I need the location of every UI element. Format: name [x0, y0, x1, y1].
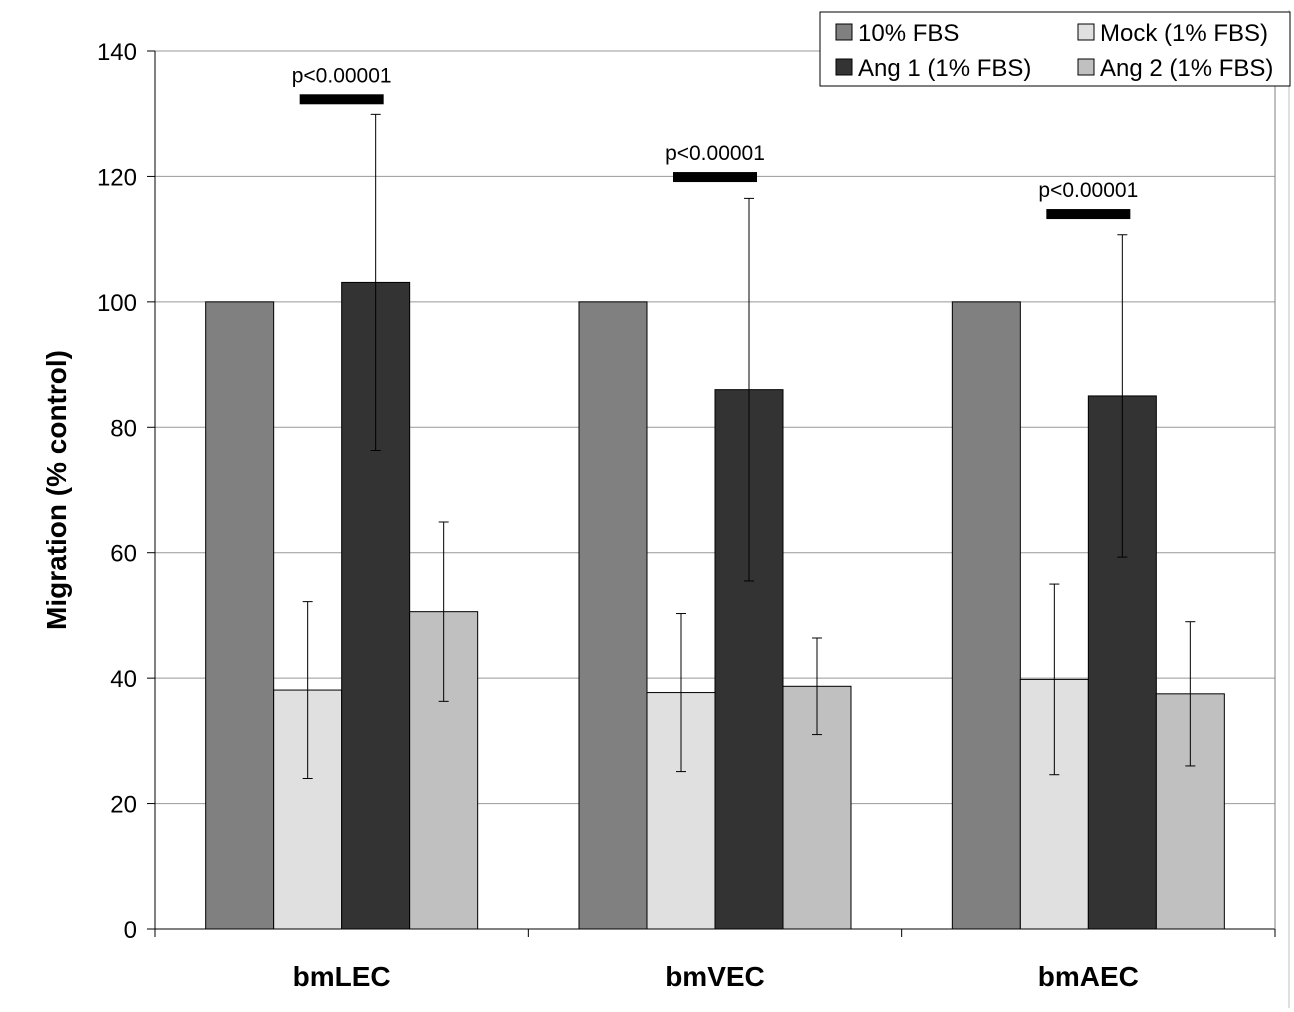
legend-label: Mock (1% FBS)	[1100, 20, 1268, 47]
significance-label: p<0.00001	[665, 142, 765, 165]
bar	[951, 301, 1021, 930]
error-bars	[302, 113, 1196, 779]
y-tick-label: 60	[110, 541, 137, 568]
legend-swatch	[835, 58, 853, 76]
legend-label: 10% FBS	[858, 20, 959, 47]
significance-annotations: p<0.00001 p<0.00001 p<0.00001	[292, 64, 1138, 220]
legend-label: Ang 2 (1% FBS)	[1100, 55, 1273, 82]
y-tick-label: 40	[110, 666, 137, 693]
x-category-label: bmLEC	[293, 961, 391, 992]
bars	[205, 281, 1225, 930]
significance-bar	[673, 172, 757, 183]
x-category-label: bmVEC	[665, 961, 765, 992]
y-tick-label: 0	[124, 917, 137, 944]
y-tick-label: 120	[97, 164, 137, 191]
y-axis-title: Migration (% control)	[41, 350, 72, 630]
y-tick-label: 140	[97, 39, 137, 66]
bar	[205, 301, 275, 930]
y-tick-label: 80	[110, 415, 137, 442]
legend-label: Ang 1 (1% FBS)	[858, 55, 1031, 82]
legend-box	[819, 11, 1291, 87]
significance-bar	[1046, 209, 1131, 220]
significance-label: p<0.00001	[1038, 179, 1138, 202]
bar	[409, 611, 479, 930]
legend-swatch	[1077, 58, 1095, 76]
legend: 10% FBS Mock (1% FBS) Ang 1 (1% FBS) Ang 2 …	[819, 11, 1291, 87]
axes: 0 20 40 60 80 100 120 140 bmLEC bmVEC bmAEC	[97, 10, 1290, 1008]
legend-swatch	[1077, 23, 1095, 41]
y-tick-label: 100	[97, 290, 137, 317]
x-category-label: bmAEC	[1038, 961, 1139, 992]
significance-label: p<0.00001	[292, 64, 392, 87]
significance-bar	[299, 94, 384, 105]
bar	[578, 301, 648, 930]
y-tick-label: 20	[110, 792, 137, 819]
legend-swatch	[835, 23, 853, 41]
